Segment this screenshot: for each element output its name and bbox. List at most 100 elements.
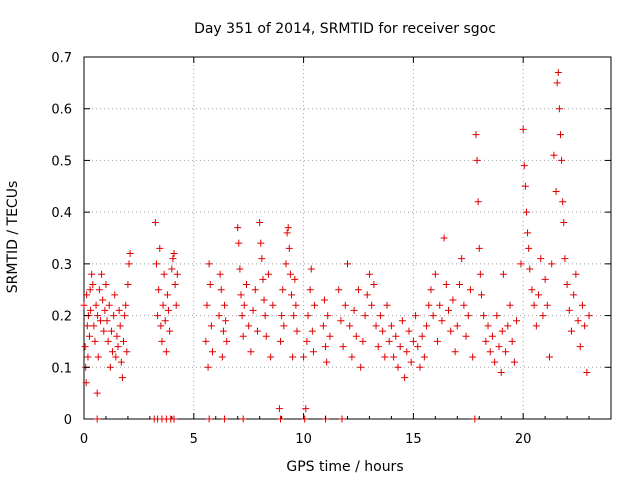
y-tick-label: 0.3 — [51, 258, 72, 273]
data-point — [455, 281, 463, 289]
data-point — [123, 348, 131, 356]
data-point — [525, 244, 533, 252]
data-point — [173, 270, 181, 278]
data-point — [535, 291, 543, 299]
data-point — [309, 348, 317, 356]
data-point — [253, 327, 261, 335]
y-tick-label: 0.6 — [51, 103, 72, 118]
data-point — [235, 239, 243, 247]
data-point — [215, 312, 223, 320]
data-point — [90, 322, 98, 330]
data-point — [576, 343, 584, 351]
data-point — [152, 260, 160, 268]
data-point — [170, 250, 178, 258]
data-point — [460, 301, 468, 309]
plot-border — [83, 56, 612, 420]
data-point — [257, 239, 265, 247]
data-point — [396, 343, 404, 351]
data-point — [368, 301, 376, 309]
data-point — [93, 415, 101, 423]
plot-frame — [83, 56, 612, 420]
data-point — [101, 306, 109, 314]
data-point — [581, 322, 589, 330]
data-point — [120, 337, 128, 345]
data-point — [95, 286, 103, 294]
data-point — [552, 187, 560, 195]
data-point — [561, 255, 569, 263]
data-point — [219, 327, 227, 335]
data-point — [102, 281, 110, 289]
data-point — [259, 275, 267, 283]
data-point — [476, 270, 484, 278]
data-point — [157, 322, 165, 330]
data-point — [277, 415, 285, 423]
data-point — [260, 296, 268, 304]
data-point — [208, 348, 216, 356]
data-point — [234, 224, 242, 232]
data-point — [453, 322, 461, 330]
data-point — [510, 358, 518, 366]
data-point — [513, 317, 521, 325]
data-point — [526, 265, 534, 273]
data-point — [111, 291, 119, 299]
data-point — [407, 358, 415, 366]
data-point — [94, 312, 102, 320]
data-point — [339, 343, 347, 351]
data-point — [372, 322, 380, 330]
data-point — [109, 348, 117, 356]
data-point — [205, 260, 213, 268]
data-point — [242, 281, 250, 289]
data-point — [94, 353, 102, 361]
data-point — [392, 332, 400, 340]
data-point — [107, 327, 115, 335]
data-point — [326, 332, 334, 340]
data-point — [207, 322, 215, 330]
x-tick-label: 10 — [295, 432, 312, 447]
data-point — [493, 312, 501, 320]
data-point — [570, 291, 578, 299]
data-point — [89, 281, 97, 289]
data-point — [98, 270, 106, 278]
data-point — [365, 270, 373, 278]
data-point — [472, 131, 480, 139]
data-point — [434, 337, 442, 345]
data-point — [524, 229, 532, 237]
data-point — [280, 322, 288, 330]
data-point — [154, 312, 162, 320]
data-point — [574, 317, 582, 325]
data-point — [442, 281, 450, 289]
x-tick-label: 15 — [405, 432, 422, 447]
data-point — [550, 151, 558, 159]
data-point — [438, 317, 446, 325]
x-tick-label: 5 — [190, 432, 198, 447]
data-point — [350, 306, 358, 314]
data-point — [169, 255, 177, 263]
data-point — [126, 250, 134, 258]
data-point — [488, 332, 496, 340]
data-point — [304, 312, 312, 320]
data-point — [93, 389, 101, 397]
y-tick-label: 0.4 — [51, 206, 72, 221]
data-point — [401, 374, 409, 382]
data-point — [572, 270, 580, 278]
data-point — [429, 312, 437, 320]
data-point — [92, 301, 100, 309]
data-point — [548, 260, 556, 268]
data-point — [172, 301, 180, 309]
data-point — [495, 343, 503, 351]
data-point — [104, 337, 112, 345]
data-point — [267, 353, 275, 361]
data-point — [532, 322, 540, 330]
data-point — [504, 322, 512, 330]
data-point — [151, 218, 159, 226]
data-point — [105, 301, 113, 309]
data-point — [469, 353, 477, 361]
data-point — [158, 337, 166, 345]
data-point — [541, 275, 549, 283]
data-point — [292, 301, 300, 309]
data-point — [341, 301, 349, 309]
data-point — [112, 353, 120, 361]
data-point — [239, 332, 247, 340]
data-point — [458, 255, 466, 263]
y-tick-label: 0.1 — [51, 361, 72, 376]
